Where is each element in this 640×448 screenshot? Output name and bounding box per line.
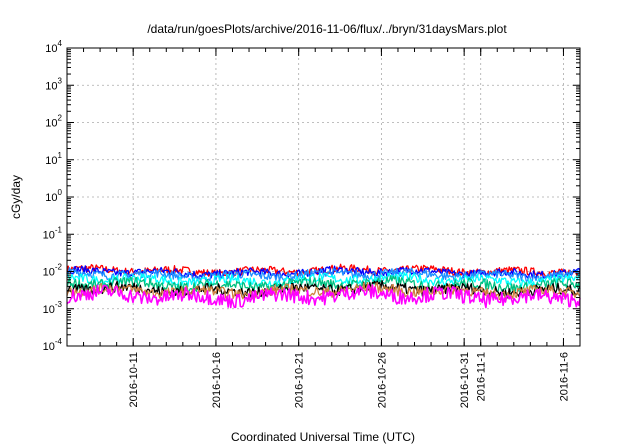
x-tick-label: 2016-11-6 xyxy=(558,352,570,401)
y-axis-label: cGy/day xyxy=(9,175,23,219)
y-axis: 104 103 102 101 100 10-1 10-2 10-3 10-4 xyxy=(43,39,580,353)
x-tick-label: 2016-10-21 xyxy=(294,352,306,408)
y-tick-label: 101 xyxy=(45,151,62,167)
y-tick-label: 10-3 xyxy=(43,300,63,316)
x-tick-label: 2016-10-11 xyxy=(128,352,140,407)
y-tick-label: 100 xyxy=(45,188,62,204)
y-tick-label: 103 xyxy=(45,76,62,92)
x-tick-label: 2016-11-1 xyxy=(476,352,488,401)
chart-title: /data/run/goesPlots/archive/2016-11-06/f… xyxy=(147,22,507,36)
series-line xyxy=(66,281,581,301)
series-lines xyxy=(66,263,581,309)
y-tick-label: 10-2 xyxy=(43,263,63,279)
y-tick-label: 10-1 xyxy=(43,225,63,241)
y-tick-label: 10-4 xyxy=(43,337,63,353)
y-tick-label: 102 xyxy=(45,114,62,130)
series-line xyxy=(66,284,581,309)
x-tick-label: 2016-10-16 xyxy=(211,352,223,408)
series-line xyxy=(66,265,581,280)
x-tick-label: 2016-10-26 xyxy=(376,352,388,408)
series-line xyxy=(66,271,581,288)
x-axis: 2016-10-11 2016-10-16 2016-10-21 2016-10-26… xyxy=(83,48,570,408)
x-tick-label: 2016-10-31 xyxy=(459,352,471,408)
y-tick-label: 104 xyxy=(45,39,62,55)
x-axis-label: Coordinated Universal Time (UTC) xyxy=(231,430,415,444)
